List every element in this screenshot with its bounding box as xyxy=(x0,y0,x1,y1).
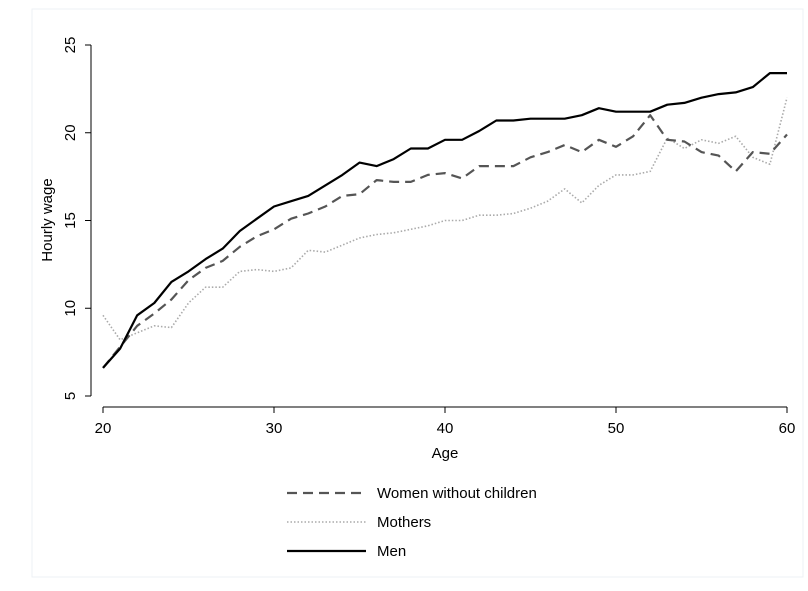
legend-label: Mothers xyxy=(377,514,431,531)
y-axis-ticks: 5 10 15 20 25 xyxy=(62,37,91,400)
x-tick-label: 40 xyxy=(437,420,454,437)
x-tick-label: 60 xyxy=(779,420,796,437)
y-tick-label: 20 xyxy=(62,124,79,141)
y-tick-label: 5 xyxy=(62,392,79,400)
x-axis-ticks: 20 30 40 50 60 xyxy=(95,407,796,437)
y-axis-title: Hourly wage xyxy=(39,178,56,261)
x-tick-label: 50 xyxy=(608,420,625,437)
series-line-men xyxy=(102,71,787,369)
y-tick-label: 10 xyxy=(62,300,79,317)
series-line-mothers xyxy=(102,97,788,341)
x-axis-title: Age xyxy=(432,445,459,462)
axes: 5 10 15 20 25 20 30 40 50 60 xyxy=(62,37,795,437)
x-tick-label: 20 xyxy=(95,420,112,437)
x-tick-label: 30 xyxy=(266,420,283,437)
plot-lines xyxy=(102,71,788,369)
legend: Women without children Mothers Men xyxy=(287,485,537,560)
legend-label: Women without children xyxy=(377,485,537,502)
legend-label: Men xyxy=(377,543,406,560)
series-line-women-without-children xyxy=(102,114,788,369)
y-tick-label: 25 xyxy=(62,37,79,54)
y-tick-label: 15 xyxy=(62,212,79,229)
